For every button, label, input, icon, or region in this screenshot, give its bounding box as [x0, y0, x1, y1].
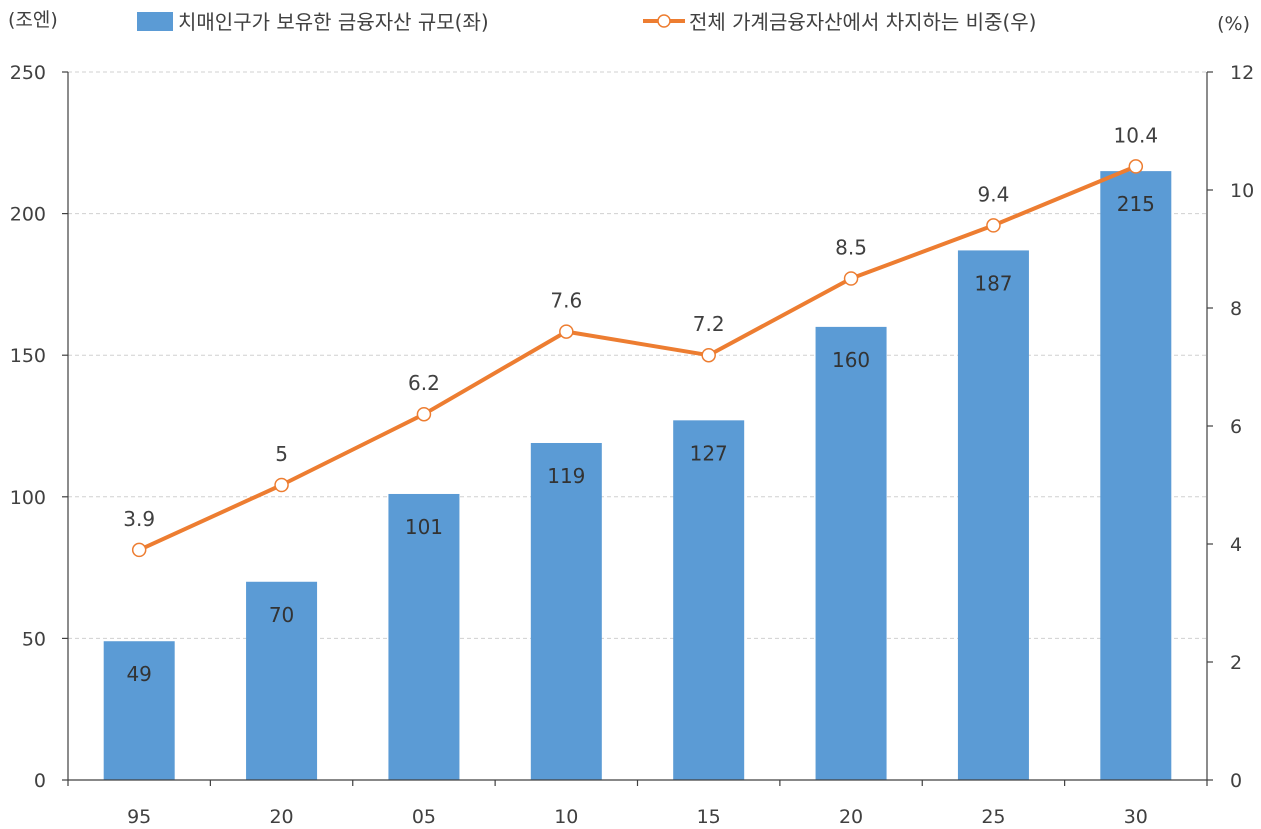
left-axis-ticks: 0 50 100 150 200 250 — [10, 62, 68, 792]
bar — [246, 581, 318, 780]
legend: 치매인구가 보유한 금융자산 규모(좌) 전체 가계금융자산에서 차지하는 비중… — [137, 10, 1036, 34]
right-tick-label: 10 — [1230, 180, 1254, 202]
x-axis-ticks: 95 20 05 10 15 20 25 30 — [67, 780, 1208, 828]
line-point — [701, 347, 716, 363]
left-tick-label: 250 — [10, 62, 46, 84]
bar — [388, 493, 460, 780]
x-tick-label: 95 — [127, 806, 151, 828]
bar-value-label: 215 — [1117, 192, 1155, 216]
line-point — [559, 324, 574, 339]
x-tick-label: 15 — [697, 806, 721, 828]
right-tick-label: 12 — [1230, 62, 1254, 84]
x-tick-label: 20 — [839, 806, 863, 828]
line-value-label: 5 — [275, 442, 288, 466]
legend-bar-swatch — [137, 12, 173, 31]
x-tick-label: 05 — [412, 806, 436, 828]
line-point — [1128, 159, 1144, 174]
right-tick-label: 4 — [1230, 534, 1242, 556]
bar-value-label: 187 — [974, 271, 1012, 295]
line-point — [986, 218, 1001, 233]
line-value-label: 9.4 — [978, 182, 1010, 206]
bar — [815, 326, 887, 780]
bar — [957, 250, 1029, 780]
right-axis-ticks: 0 2 4 6 8 10 12 — [1207, 62, 1254, 792]
right-tick-label: 0 — [1230, 770, 1242, 792]
bar-data-labels: 49 70 101 119 127 160 187 215 — [126, 192, 1154, 686]
left-tick-label: 50 — [22, 628, 46, 650]
right-tick-label: 6 — [1230, 416, 1242, 438]
bar — [1100, 171, 1172, 780]
legend-line-marker — [657, 14, 671, 28]
bar — [673, 420, 745, 780]
bar-value-label: 160 — [832, 348, 870, 372]
line-value-label: 7.2 — [693, 312, 725, 336]
legend-line-label: 전체 가계금융자산에서 차지하는 비중(우) — [689, 10, 1036, 34]
line-point — [274, 477, 289, 493]
left-tick-label: 0 — [34, 770, 46, 792]
left-tick-label: 200 — [10, 204, 46, 226]
line-path — [138, 164, 1137, 552]
right-tick-label: 2 — [1230, 652, 1242, 674]
line-value-label: 8.5 — [835, 236, 867, 260]
axes — [67, 72, 1208, 781]
line-value-label: 3.9 — [123, 507, 155, 531]
bar — [103, 641, 175, 780]
bar-value-label: 119 — [547, 464, 585, 488]
left-axis-unit: (조엔) — [8, 9, 58, 31]
line-point — [131, 542, 147, 558]
line-value-label: 7.6 — [550, 289, 582, 313]
right-tick-label: 8 — [1230, 298, 1242, 320]
bar — [530, 442, 602, 780]
bar-value-label: 49 — [126, 662, 151, 686]
line-value-label: 6.2 — [408, 371, 440, 395]
line-point — [416, 406, 432, 422]
bar-value-label: 70 — [269, 603, 294, 627]
left-tick-label: 150 — [10, 345, 46, 367]
line-value-label: 10.4 — [1114, 123, 1159, 147]
left-tick-label: 100 — [10, 487, 46, 509]
x-tick-label: 10 — [554, 806, 578, 828]
x-tick-label: 20 — [269, 806, 293, 828]
line-point — [843, 271, 859, 286]
x-tick-label: 30 — [1124, 806, 1148, 828]
legend-bar-label: 치매인구가 보유한 금융자산 규모(좌) — [178, 10, 489, 34]
bar-value-label: 127 — [690, 441, 728, 465]
gridlines — [68, 71, 1207, 639]
bar-series — [103, 171, 1172, 780]
line-series: 3.9 5 6.2 7.6 7.2 8.5 9.4 10.4 — [123, 123, 1159, 558]
bar-value-label: 101 — [405, 515, 443, 539]
right-axis-unit: (%) — [1217, 13, 1250, 35]
x-tick-label: 25 — [981, 806, 1005, 828]
